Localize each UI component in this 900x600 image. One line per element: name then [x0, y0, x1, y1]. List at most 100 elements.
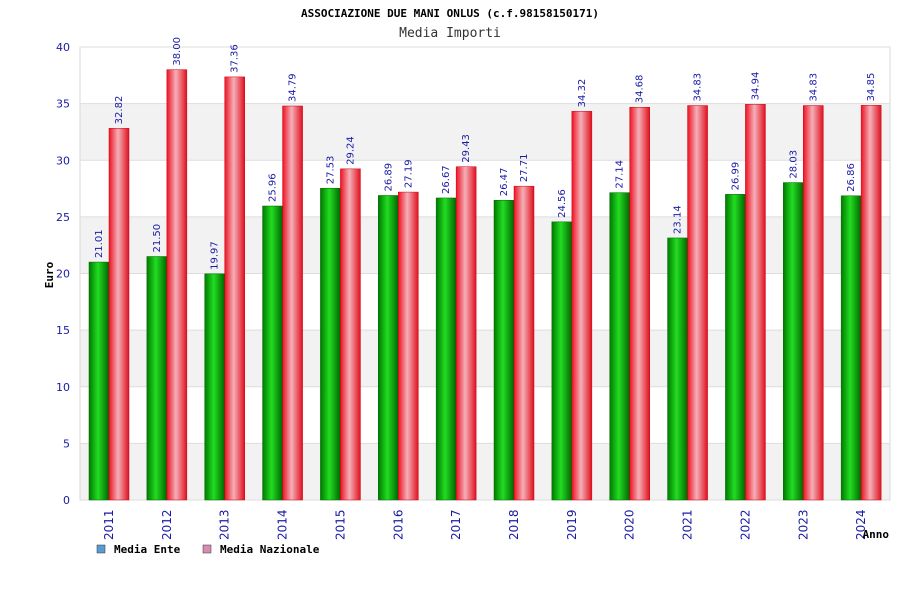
bar-media-nazionale [282, 105, 303, 501]
bar-media-ente [146, 256, 168, 501]
bars-group [88, 69, 882, 501]
legend-label-media-ente: Media Ente [114, 543, 181, 556]
data-label: 27.14 [615, 160, 626, 189]
y-tick-label: 15 [56, 324, 70, 337]
x-axis-ticks: 2011 2012 2013 2014 2015 2016 2017 2018 2019 2020… [102, 509, 868, 540]
data-label: 34.32 [577, 79, 588, 108]
data-labels: 21.01 32.82 21.50 38.00 19.97 37.36 25.96 34.79… [94, 37, 877, 270]
plot-band [80, 330, 890, 387]
x-tick-label: 2023 [796, 509, 810, 540]
x-tick-label: 2016 [391, 509, 405, 540]
plot-band [80, 160, 890, 217]
legend-label-media-nazionale: Media Nazionale [220, 543, 320, 556]
bar-media-nazionale [629, 106, 650, 501]
x-axis-label: Anno [863, 528, 890, 541]
data-label: 28.03 [788, 150, 799, 179]
legend: Media Ente Media Nazionale [96, 543, 320, 556]
y-tick-label: 10 [56, 381, 70, 394]
data-label: 21.50 [152, 224, 163, 253]
data-label: 23.14 [673, 205, 684, 234]
x-tick-label: 2014 [276, 509, 290, 540]
x-tick-label: 2012 [160, 509, 174, 540]
y-tick-label: 20 [56, 268, 70, 281]
data-label: 25.96 [268, 173, 279, 202]
data-label: 26.89 [383, 163, 394, 192]
bar-media-ente [609, 192, 630, 501]
plot-band [80, 216, 890, 274]
bar-media-ente [435, 197, 457, 501]
x-tick-label: 2019 [565, 509, 579, 540]
bar-media-nazionale [687, 105, 708, 501]
plot-band [80, 103, 890, 161]
bar-media-ente [840, 195, 862, 501]
data-label: 26.86 [846, 163, 857, 192]
x-tick-label: 2017 [449, 509, 463, 540]
data-label: 37.36 [230, 44, 241, 73]
x-tick-label: 2021 [681, 509, 695, 540]
chart-subtitle: Media Importi [399, 26, 501, 41]
y-tick-label: 30 [56, 154, 70, 167]
bar-media-nazionale [398, 191, 419, 501]
x-tick-label: 2018 [507, 509, 521, 540]
data-label: 26.67 [441, 165, 452, 194]
bar-media-nazionale [571, 111, 593, 501]
data-label: 34.94 [750, 72, 761, 101]
data-label: 34.79 [288, 73, 299, 102]
y-axis-label: Euro [43, 261, 56, 288]
x-tick-label: 2015 [333, 509, 347, 540]
bar-media-nazionale [513, 185, 535, 501]
bar-media-ente [88, 261, 110, 501]
bar-media-nazionale [455, 166, 477, 501]
bar-media-nazionale [340, 168, 361, 501]
x-tick-label: 2013 [218, 509, 232, 540]
bar-media-ente [725, 194, 746, 501]
bar-media-ente [493, 199, 515, 501]
x-tick-label: 2022 [738, 509, 752, 540]
x-tick-label: 2011 [102, 509, 116, 540]
y-tick-label: 5 [63, 437, 70, 450]
data-label: 21.01 [94, 229, 105, 258]
bar-media-nazionale [860, 105, 882, 501]
plot-band [80, 273, 890, 331]
bar-media-ente [378, 195, 399, 501]
x-tick-label: 2024 [854, 509, 868, 540]
data-label: 32.82 [114, 96, 125, 125]
y-tick-label: 0 [63, 494, 70, 507]
data-label: 26.47 [499, 168, 510, 197]
bar-media-nazionale [224, 76, 245, 501]
data-label: 26.99 [730, 162, 741, 191]
bar-media-nazionale [166, 69, 188, 501]
y-tick-label: 40 [56, 41, 70, 54]
bar-media-ente [204, 273, 225, 501]
plot-band [80, 443, 890, 500]
chart-title: ASSOCIAZIONE DUE MANI ONLUS (c.f.9815815… [301, 7, 599, 20]
bar-media-ente [320, 187, 341, 501]
y-axis-ticks: 0 5 10 15 20 25 30 35 40 [56, 41, 70, 507]
x-tick-label: 2020 [623, 509, 637, 540]
y-tick-label: 25 [56, 211, 70, 224]
bar-media-nazionale [108, 128, 130, 501]
bar-media-ente [667, 237, 688, 501]
data-label: 34.68 [635, 75, 646, 104]
data-label: 29.43 [461, 134, 472, 163]
legend-swatch-media-ente [96, 544, 106, 554]
data-label: 19.97 [210, 241, 221, 270]
data-label: 27.71 [519, 154, 530, 183]
legend-swatch-media-nazionale [202, 544, 212, 554]
bar-media-ente [262, 205, 283, 501]
y-tick-label: 35 [56, 98, 70, 111]
plot-band [80, 47, 890, 104]
bar-media-nazionale [745, 104, 766, 501]
data-label: 34.83 [808, 73, 819, 102]
data-label: 29.24 [345, 136, 356, 165]
bar-media-ente [783, 182, 804, 501]
data-label: 38.00 [172, 37, 183, 66]
bar-media-nazionale [803, 105, 824, 501]
data-label: 27.53 [325, 156, 336, 185]
bar-media-ente [551, 221, 573, 501]
data-label: 24.56 [557, 189, 568, 218]
data-label: 34.83 [693, 73, 704, 102]
plot-band [80, 386, 890, 444]
data-label: 34.85 [866, 73, 877, 102]
